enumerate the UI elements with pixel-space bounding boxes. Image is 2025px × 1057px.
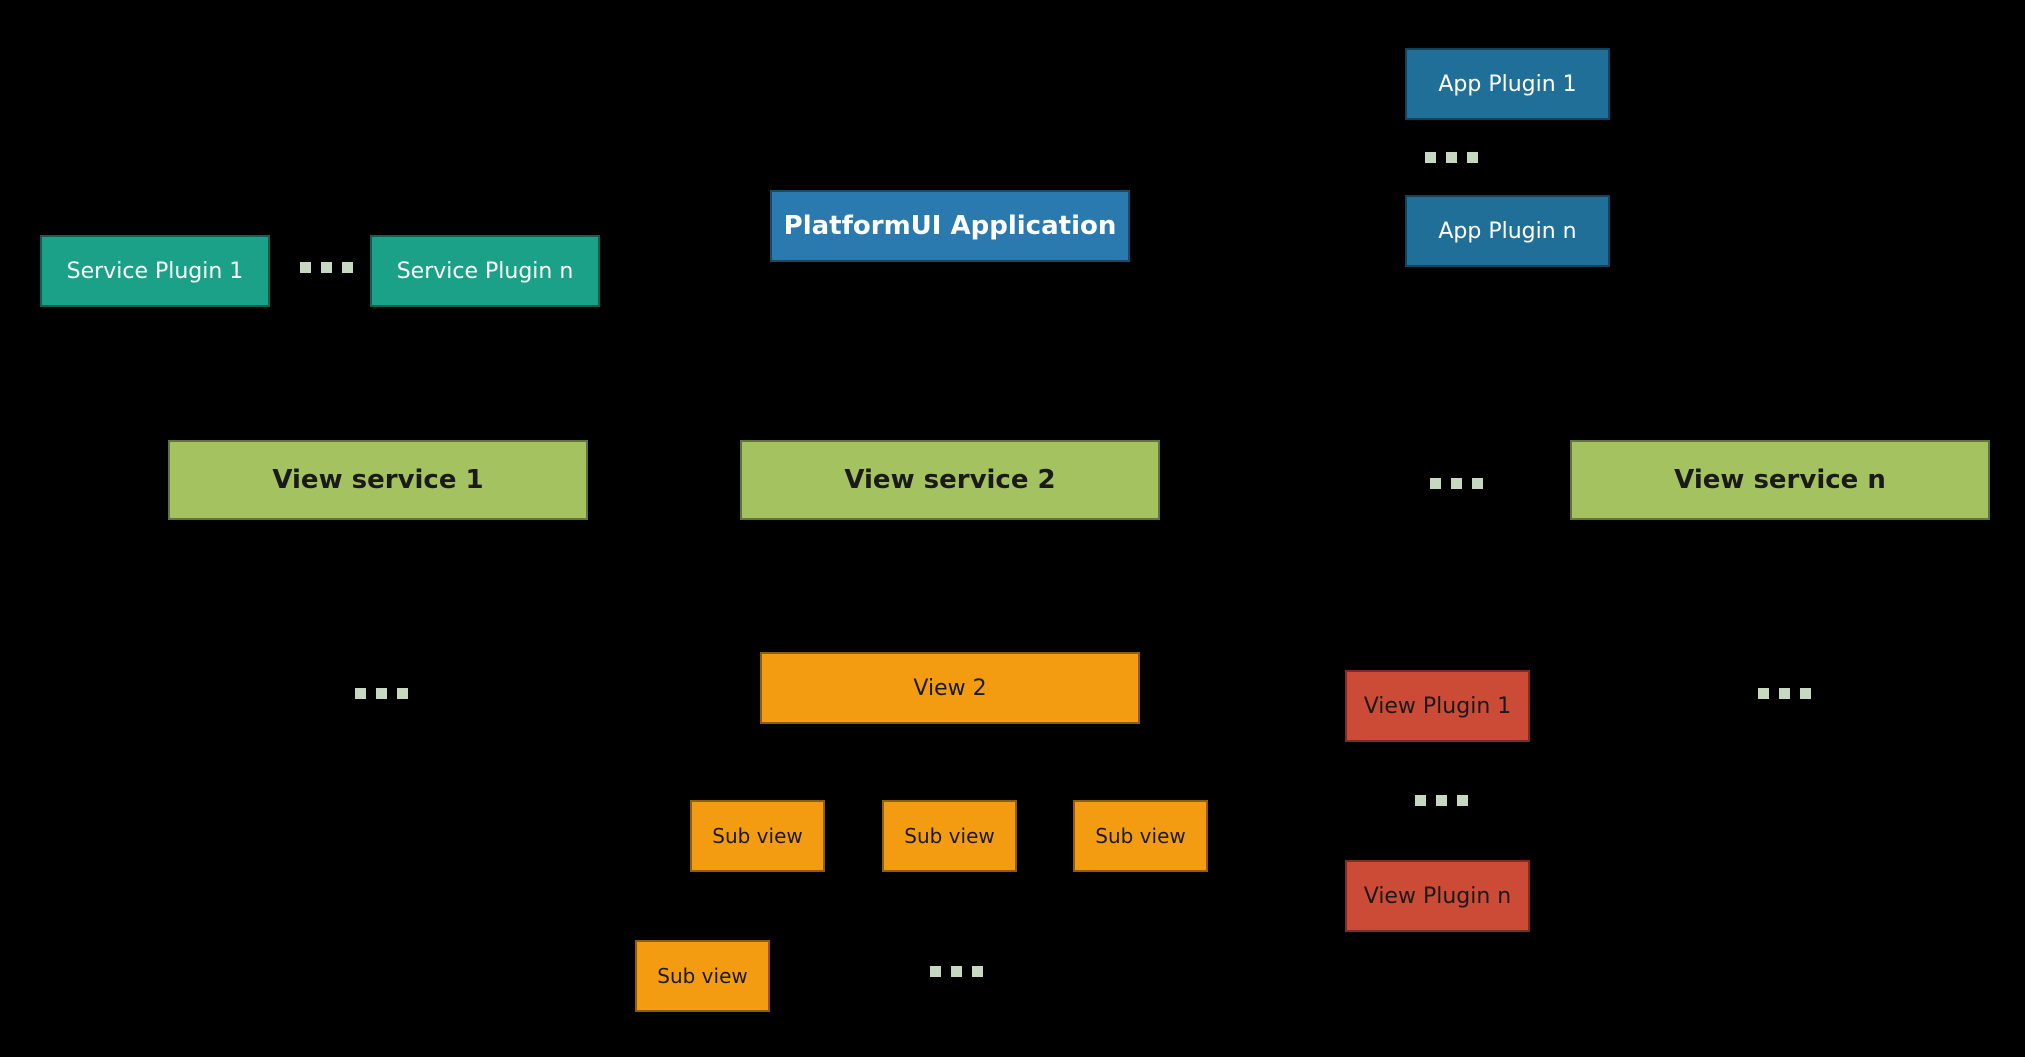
node-view-service-n: View service n	[1570, 440, 1990, 520]
node-view-service-2: View service 2	[740, 440, 1160, 520]
node-subview-a: Sub view	[690, 800, 825, 872]
node-svc-plugin-1: Service Plugin 1	[40, 235, 270, 307]
ellipsis-dots-vsn-children	[1758, 688, 1811, 699]
node-subview-c: Sub view	[1073, 800, 1208, 872]
node-view-2: View 2	[760, 652, 1140, 724]
node-app-plugin-n: App Plugin n	[1405, 195, 1610, 267]
node-view-service-1: View service 1	[168, 440, 588, 520]
node-subview-d: Sub view	[635, 940, 770, 1012]
ellipsis-dots-svc-plugins	[300, 262, 353, 273]
ellipsis-dots-vs1-children	[355, 688, 408, 699]
node-view-plugin-n: View Plugin n	[1345, 860, 1530, 932]
ellipsis-dots-view-services	[1430, 478, 1483, 489]
node-app-plugin-1: App Plugin 1	[1405, 48, 1610, 120]
architecture-diagram: Service Plugin 1 Service Plugin n Platform…	[0, 0, 2025, 1057]
node-view-plugin-1: View Plugin 1	[1345, 670, 1530, 742]
ellipsis-dots-subview-more	[930, 966, 983, 977]
node-svc-plugin-n: Service Plugin n	[370, 235, 600, 307]
ellipsis-dots-view-plugins	[1415, 795, 1468, 806]
node-subview-b: Sub view	[882, 800, 1017, 872]
node-platform-app: PlatformUI Application	[770, 190, 1130, 262]
ellipsis-dots-app-plugins	[1425, 152, 1478, 163]
